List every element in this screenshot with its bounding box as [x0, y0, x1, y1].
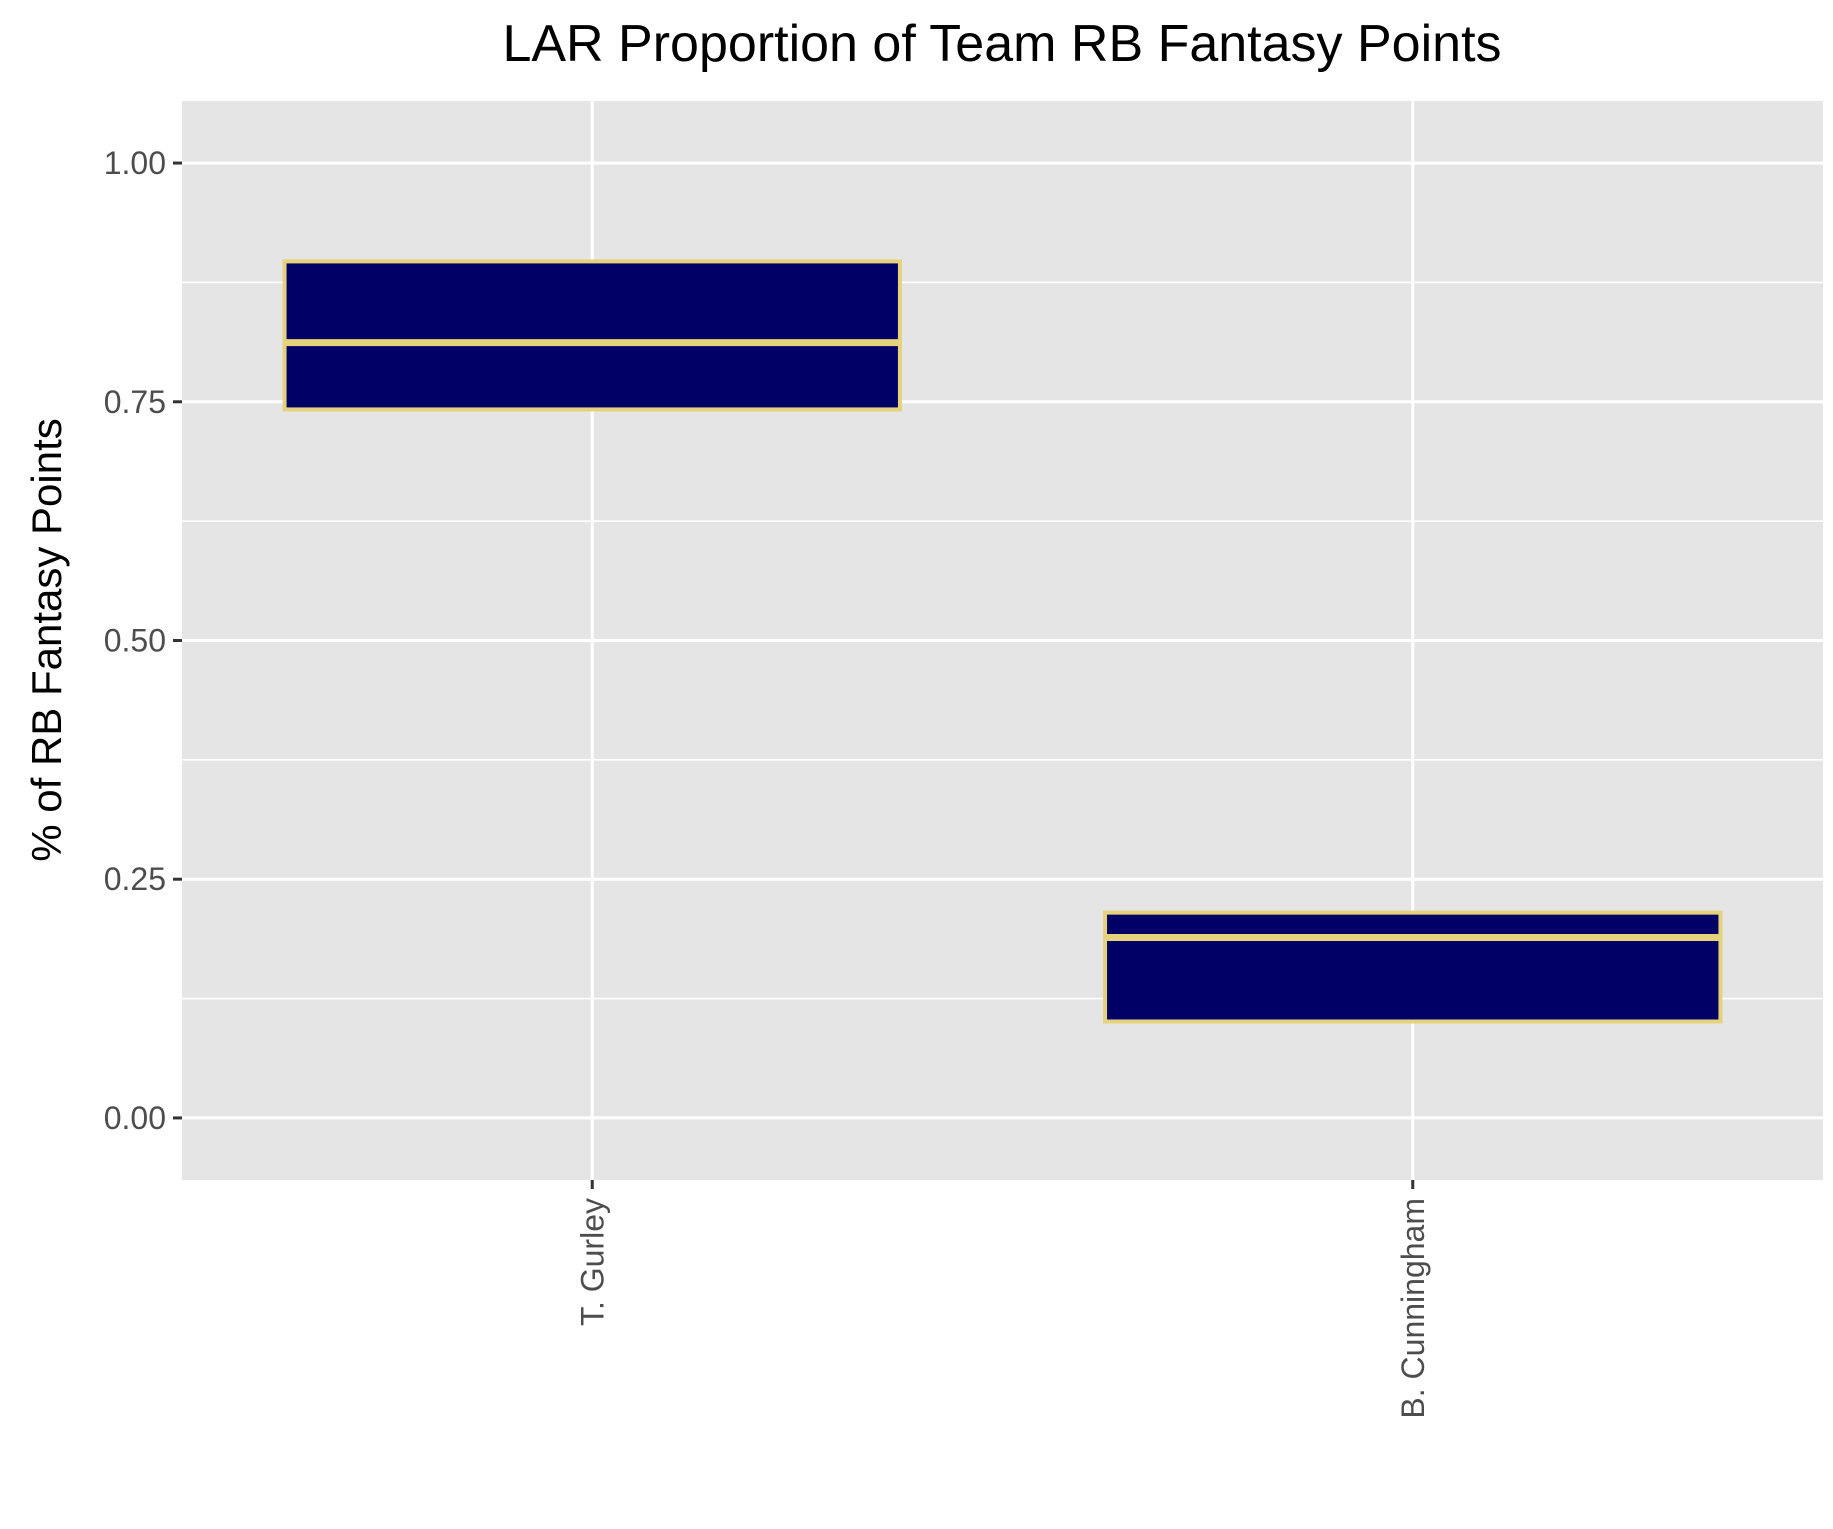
y-tick-label: 0.50	[104, 623, 166, 659]
x-axis: T. Gurley B. Cunningham	[574, 1180, 1431, 1419]
y-axis: 0.00 0.25 0.50 0.75 1.00	[104, 145, 182, 1136]
chart-title: LAR Proportion of Team RB Fantasy Points	[502, 15, 1501, 73]
y-tick-label: 0.25	[104, 861, 166, 897]
boxes-layer	[282, 259, 1723, 1024]
x-tick-label: T. Gurley	[574, 1198, 610, 1326]
y-tick-label: 1.00	[104, 145, 166, 181]
box	[282, 259, 902, 412]
x-tick-label: B. Cunningham	[1395, 1198, 1431, 1419]
y-axis-title: % of RB Fantasy Points	[23, 418, 70, 862]
box	[1103, 910, 1723, 1024]
y-tick-label: 0.00	[104, 1100, 166, 1136]
y-tick-label: 0.75	[104, 384, 166, 420]
